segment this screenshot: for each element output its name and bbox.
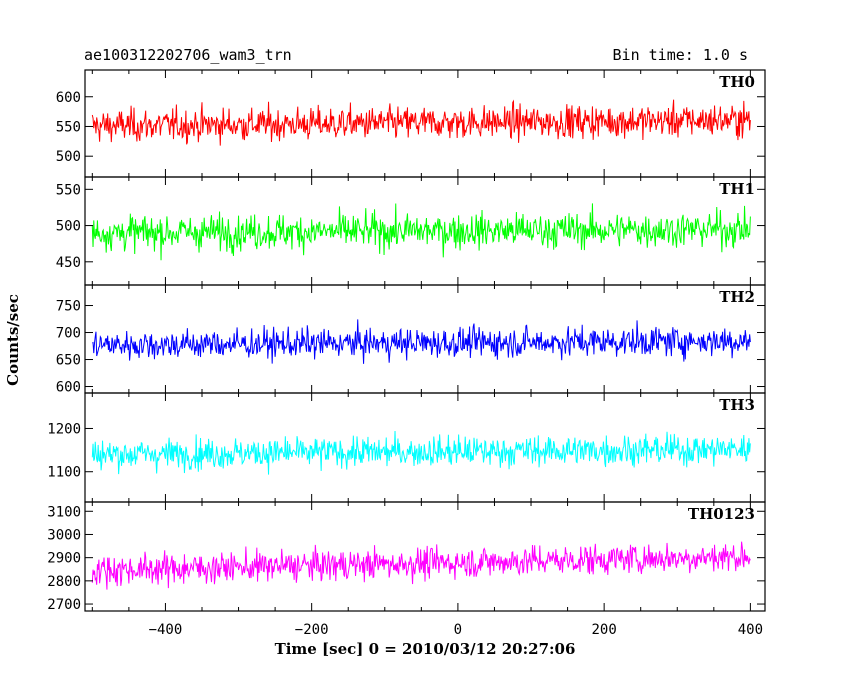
y-tick-label: 500 (56, 219, 81, 235)
panel-th1: TH1 450 500 550 (56, 176, 766, 286)
y-tick-label: 650 (56, 353, 81, 369)
y-tick-label: 550 (56, 182, 81, 198)
series-line-th3 (91, 430, 751, 475)
panel-label-th0123: TH0123 (688, 505, 755, 523)
chart-title: ae100312202706_wam3_trn (84, 46, 292, 64)
y-tick-label: 1200 (47, 421, 81, 437)
panel-th2: TH2 600 650 700 750 (56, 284, 766, 396)
y-tick-label: 700 (56, 326, 81, 342)
panel-th0123: TH0123 2700 2800 2900 3000 3100 (47, 501, 766, 613)
panel-th0: TH0 500 550 600 (56, 69, 766, 178)
y-tick-label: 2900 (47, 551, 81, 567)
series-line-th2 (92, 319, 751, 364)
x-tick-label: 200 (591, 622, 616, 638)
y-tick-label: 1100 (47, 465, 81, 481)
y-tick-label: 600 (56, 90, 81, 106)
y-tick-label: 600 (56, 380, 81, 396)
panels-group: TH0500550600TH1450500550TH2600650700750T… (47, 69, 766, 638)
series-line-th0123 (91, 541, 751, 590)
panel-label-th3: TH3 (719, 396, 755, 414)
panel-label-th0: TH0 (719, 73, 755, 91)
x-tick-label: 400 (738, 622, 763, 638)
panel-label-th2: TH2 (719, 288, 755, 306)
x-axis-label: Time [sec] 0 = 2010/03/12 20:27:06 (275, 640, 576, 658)
y-tick-label: 2800 (47, 574, 81, 590)
y-tick-label: 500 (56, 149, 81, 165)
y-tick-label: 750 (56, 299, 81, 315)
x-tick-label: −200 (295, 622, 329, 638)
bin-time-label: Bin time: 1.0 s (613, 46, 748, 64)
x-tick-label: 0 (454, 622, 462, 638)
x-tick-label: −400 (149, 622, 183, 638)
y-tick-label: 3000 (47, 527, 81, 543)
y-tick-label: 2700 (47, 597, 81, 613)
y-axis-label: Counts/sec (4, 294, 22, 386)
series-line-th0 (91, 99, 751, 146)
y-tick-label: 3100 (47, 504, 81, 520)
y-tick-label: 450 (56, 255, 81, 271)
panel-label-th1: TH1 (719, 180, 755, 198)
panel-frame (84, 501, 766, 612)
series-line-th1 (91, 203, 751, 261)
panel-th3: TH3 1100 1200 (47, 392, 766, 503)
y-tick-label: 550 (56, 119, 81, 135)
